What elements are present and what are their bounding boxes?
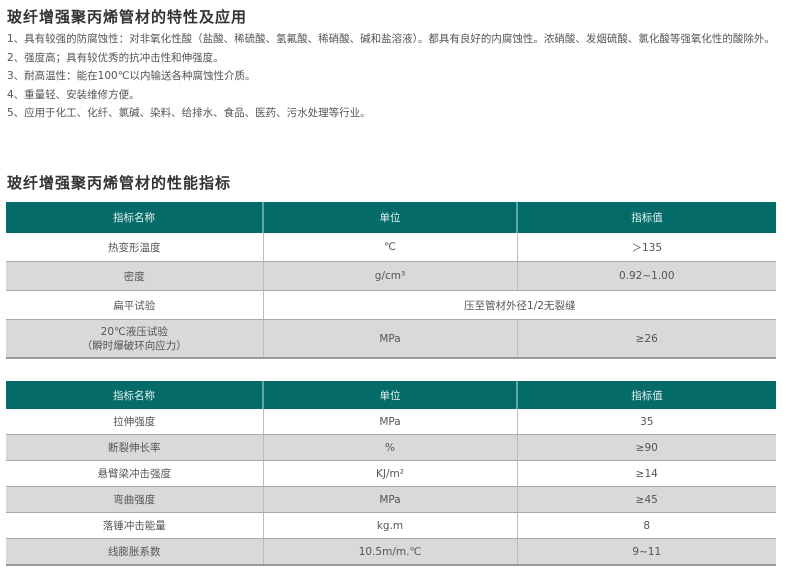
spec-table-1: 指标名称 单位 指标值 热变形温度 ℃ ＞135 密度 g/cm³ 0.92~1…	[6, 202, 776, 359]
list-item: 5、应用于化工、化纤、氯碱、染料、给排水、食品、医药、污水处理等行业。	[7, 107, 371, 119]
table-row: 线膨胀系数 10.5m/m.℃ 9~11	[6, 538, 776, 566]
properties-list: 1、具有较强的防腐蚀性：对非氧化性酸（盐酸、稀硫酸、氢氟酸、稀硝酸、碱和盐溶液）…	[7, 30, 792, 123]
cell-merged-value: 压至管材外径1/2无裂缝	[263, 290, 776, 320]
cell-name: 20℃液压试验 （瞬时爆破环向应力）	[6, 319, 264, 359]
cell-unit: kg.m	[263, 512, 518, 539]
table-header: 指标名称 单位 指标值	[6, 202, 776, 233]
cell-name: 弯曲强度	[6, 486, 264, 513]
table-row: 落锤冲击能量 kg.m 8	[6, 512, 776, 539]
list-item: 3、耐高温性：能在100℃以内输送各种腐蚀性介质。	[7, 70, 256, 82]
table-row: 拉伸强度 MPa 35	[6, 409, 776, 435]
header-unit: 单位	[263, 202, 518, 233]
cell-unit: MPa	[263, 486, 518, 513]
cell-unit: ℃	[263, 233, 518, 262]
cell-value: 8	[517, 512, 776, 539]
cell-unit: %	[263, 434, 518, 461]
header-name: 指标名称	[6, 202, 264, 233]
cell-value: ≥90	[517, 434, 776, 461]
cell-value: 9~11	[517, 538, 776, 566]
cell-name: 密度	[6, 261, 264, 291]
cell-unit: KJ/m²	[263, 460, 518, 487]
cell-unit: MPa	[263, 319, 518, 359]
table-row: 弯曲强度 MPa ≥45	[6, 486, 776, 513]
header-value: 指标值	[517, 202, 776, 233]
table-row: 扁平试验 压至管材外径1/2无裂缝	[6, 290, 776, 320]
table-header: 指标名称 单位 指标值	[6, 381, 776, 409]
section-title-specs: 玻纤增强聚丙烯管材的性能指标	[7, 174, 232, 192]
cell-name: 扁平试验	[6, 290, 264, 320]
cell-name: 线膨胀系数	[6, 538, 264, 566]
cell-unit: MPa	[263, 409, 518, 435]
table-row: 热变形温度 ℃ ＞135	[6, 233, 776, 262]
cell-name-line2: （瞬时爆破环向应力）	[81, 339, 187, 352]
list-item: 1、具有较强的防腐蚀性：对非氧化性酸（盐酸、稀硫酸、氢氟酸、稀硝酸、碱和盐溶液）…	[7, 33, 775, 45]
section-title-properties: 玻纤增强聚丙烯管材的特性及应用	[7, 8, 248, 26]
table-row: 20℃液压试验 （瞬时爆破环向应力） MPa ≥26	[6, 319, 776, 359]
cell-value: 0.92~1.00	[517, 261, 776, 291]
cell-name: 断裂伸长率	[6, 434, 264, 461]
list-item: 2、强度高；具有较优秀的抗冲击性和伸强度。	[7, 51, 224, 64]
table-row: 悬臂梁冲击强度 KJ/m² ≥14	[6, 460, 776, 487]
cell-value: 35	[517, 409, 776, 435]
cell-value: ＞135	[517, 233, 776, 262]
cell-name: 落锤冲击能量	[6, 512, 264, 539]
cell-unit: 10.5m/m.℃	[263, 538, 518, 566]
cell-name: 拉伸强度	[6, 409, 264, 435]
header-unit: 单位	[263, 381, 518, 409]
cell-name: 悬臂梁冲击强度	[6, 460, 264, 487]
cell-name-line1: 20℃液压试验	[100, 325, 168, 338]
cell-value: ≥14	[517, 460, 776, 487]
cell-name: 热变形温度	[6, 233, 264, 262]
spec-table-2: 指标名称 单位 指标值 拉伸强度 MPa 35 断裂伸长率% ≥90 悬臂梁冲击强度 KJ/…	[6, 381, 776, 566]
cell-unit: g/cm³	[263, 261, 518, 291]
table-row: 密度 g/cm³ 0.92~1.00	[6, 261, 776, 291]
header-name: 指标名称	[6, 381, 264, 409]
cell-value: ≥45	[517, 486, 776, 513]
list-item: 4、重量轻、安装维修方便。	[7, 88, 140, 101]
header-value: 指标值	[517, 381, 776, 409]
table-row: 断裂伸长率% ≥90	[6, 434, 776, 461]
cell-value: ≥26	[517, 319, 776, 359]
